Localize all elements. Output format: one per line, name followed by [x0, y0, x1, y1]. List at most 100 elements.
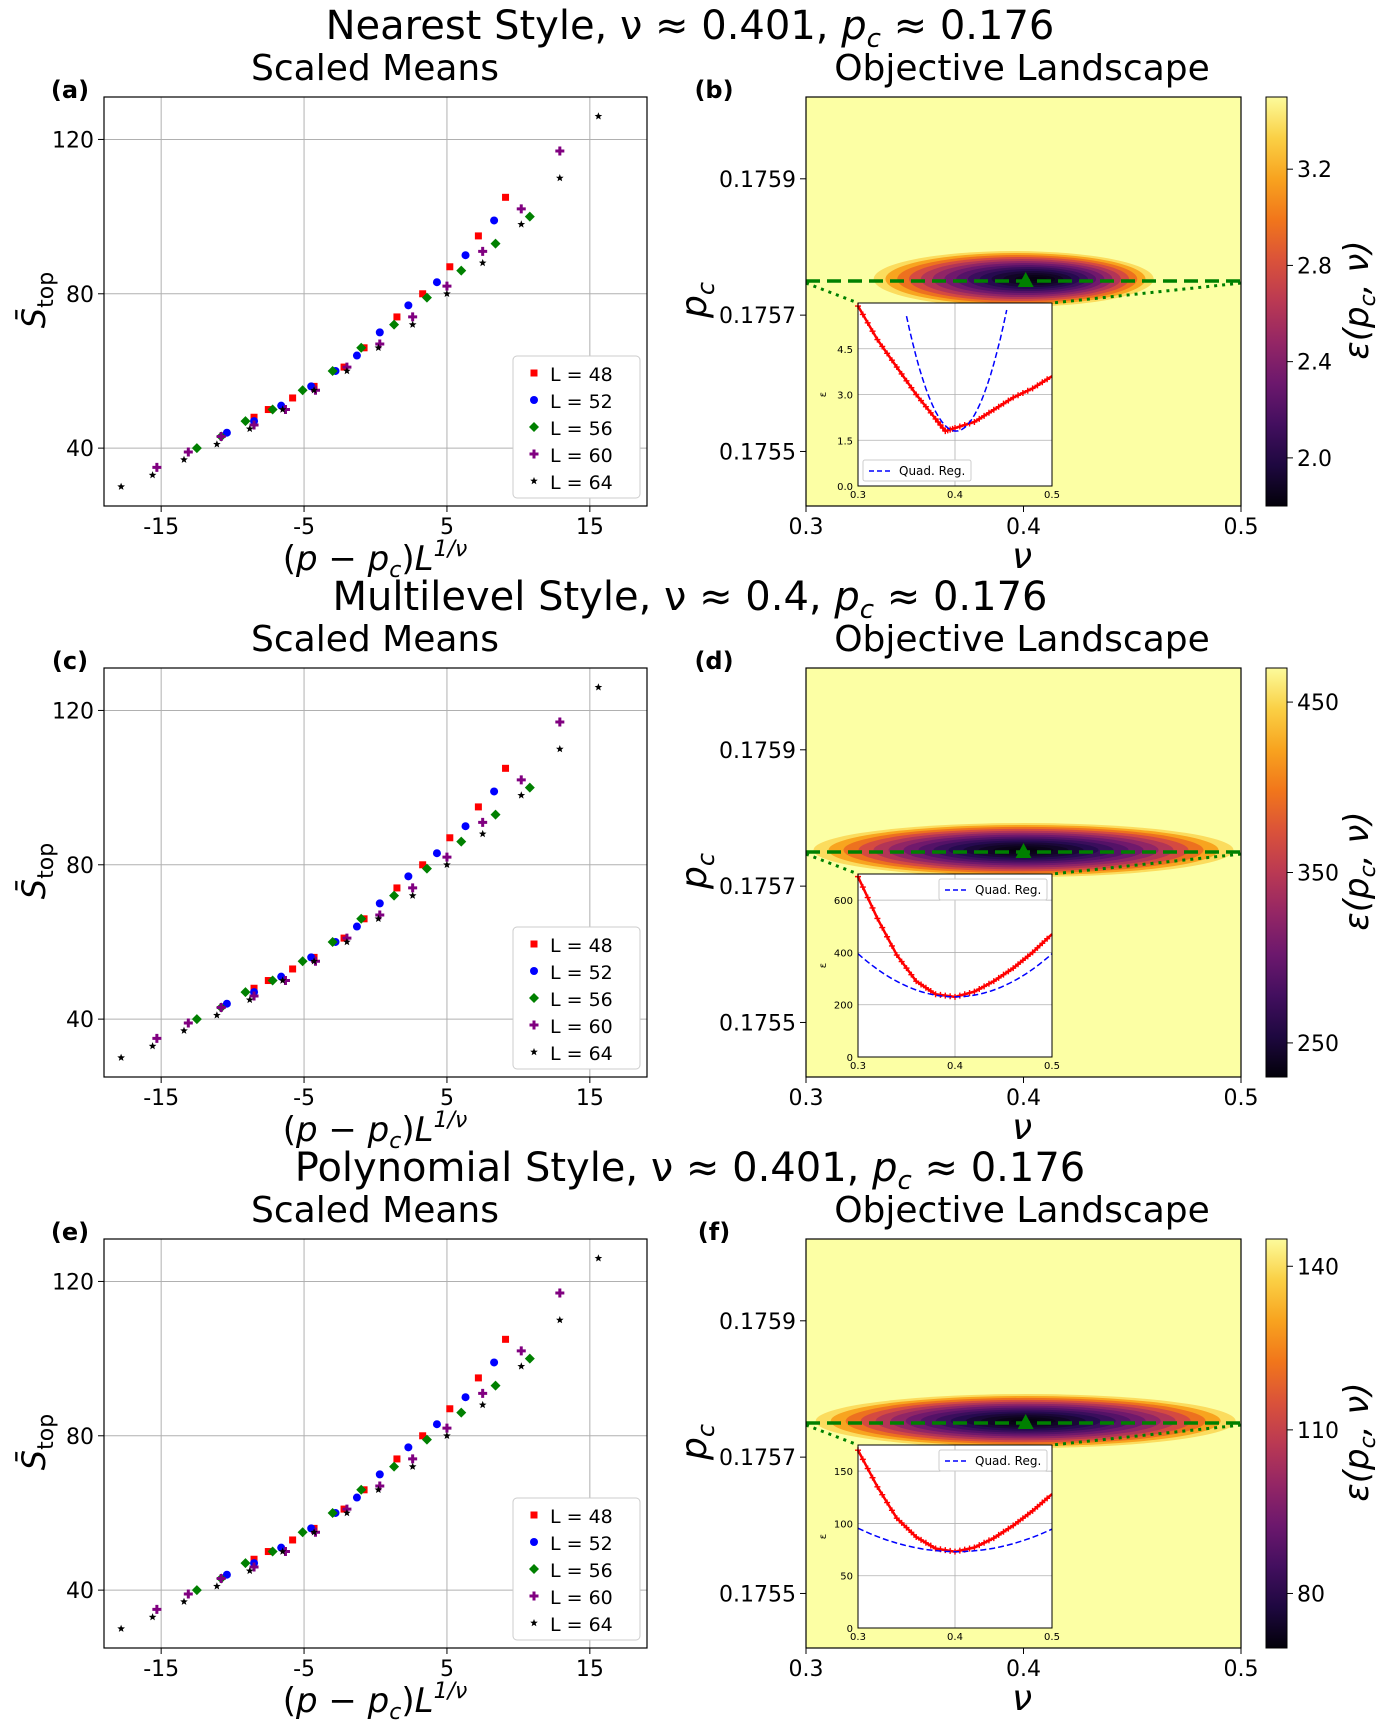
data-point	[245, 995, 254, 1004]
panel-title: Objective Landscape	[834, 48, 1210, 89]
inset-data-point	[884, 350, 891, 357]
data-point	[478, 246, 488, 256]
data-point	[408, 883, 418, 893]
inset-data-point	[1000, 1528, 1007, 1535]
data-point	[446, 263, 454, 271]
inset-data-point	[903, 1524, 910, 1531]
data-point	[432, 1420, 441, 1429]
series-l60	[152, 1288, 565, 1614]
row-suptitle: Multilevel Style, ν ≈ 0.4, pc ≈ 0.176	[333, 574, 1048, 625]
colorbar: 3.2 2.8 2.4 2.0 ε(pc, ν)	[1265, 96, 1381, 507]
y-axis-label: S̄top	[14, 843, 59, 899]
data-point	[478, 829, 487, 838]
data-point	[327, 365, 338, 376]
inset-data-point	[1015, 961, 1022, 968]
data-point	[461, 1393, 470, 1402]
data-point	[517, 1362, 526, 1370]
panel-label: (a)	[51, 76, 89, 104]
inset-data-point	[1039, 379, 1046, 386]
inset-data-point	[874, 1483, 881, 1490]
scatter-panel: (a) Scaled Means -15 -5 5 15 120 80 40 (p − pc)L1…	[14, 48, 648, 583]
inset-data-point	[956, 992, 963, 999]
inset-data-point	[893, 952, 900, 959]
inset-data-point	[913, 978, 920, 985]
data-point	[375, 328, 384, 337]
colorbar-label: ε(pc, ν)	[1337, 240, 1381, 359]
data-point	[524, 211, 535, 222]
data-point	[408, 891, 417, 899]
inset-data-point	[893, 364, 900, 371]
data-point	[530, 1511, 538, 1519]
colorbar: 450 350 250 ε(pc, ν)	[1265, 667, 1381, 1078]
data-point	[517, 791, 526, 799]
inset-data-point	[1029, 385, 1036, 392]
data-point	[374, 1485, 383, 1493]
inset-data-point	[1034, 1503, 1041, 1510]
inset-x-tick-label: 0.3	[850, 1061, 866, 1072]
inset-data-point	[1029, 949, 1036, 956]
data-point	[421, 292, 432, 303]
panel-label: (e)	[51, 1218, 89, 1246]
axes-frame	[103, 667, 648, 1078]
data-point	[461, 251, 470, 260]
data-point	[443, 1431, 451, 1439]
legend: L = 48 L = 52 L = 56 L = 60 L = 64	[512, 926, 641, 1070]
data-point	[594, 683, 603, 691]
colorbar-tick-label: 450	[1297, 691, 1339, 716]
x-tick-label: 15	[576, 1086, 604, 1111]
data-point	[297, 1527, 308, 1538]
legend-entry: L = 56	[550, 418, 613, 440]
inset-x-tick-label: 0.4	[947, 490, 963, 501]
data-point	[183, 1018, 193, 1028]
y-tick-label: 0.1759	[719, 168, 796, 193]
inset-data-point	[1039, 1499, 1046, 1506]
x-tick-label: 0.5	[1224, 515, 1259, 540]
data-point	[327, 936, 338, 947]
data-point	[352, 1493, 361, 1502]
series-l64	[117, 1254, 603, 1632]
data-point	[478, 258, 487, 267]
data-point	[594, 1254, 603, 1262]
inset-data-point	[859, 884, 866, 891]
inset-legend-entry: Quad. Reg.	[975, 1454, 1041, 1468]
legend-entry: L = 48	[550, 935, 613, 957]
inset-data-point	[939, 425, 946, 432]
data-point	[556, 745, 564, 753]
inset-data-point	[922, 403, 929, 410]
inset-data-point	[1024, 953, 1031, 960]
figure-row: Multilevel Style, ν ≈ 0.4, pc ≈ 0.176(c)…	[14, 574, 1381, 1154]
data-point	[389, 319, 400, 330]
x-tick-label: -5	[293, 1657, 315, 1682]
inset-y-tick-label: 150	[834, 1467, 853, 1478]
data-point	[183, 447, 193, 457]
data-point	[408, 1454, 418, 1464]
data-point	[530, 1048, 538, 1056]
data-point	[421, 1434, 432, 1445]
inset-data-point	[976, 415, 983, 422]
inset-y-label: ε	[818, 963, 829, 968]
y-tick-label: 0.1757	[719, 1446, 796, 1471]
inset-legend-entry: Quad. Reg.	[975, 883, 1041, 897]
inset-data-point	[874, 336, 881, 343]
y-tick-label: 40	[66, 1579, 94, 1604]
inset-data-point	[888, 1507, 895, 1514]
landscape-panel: (d) Objective Landscape 0.3 0.4 0.5 600 400 200…	[674, 619, 1259, 1148]
data-point	[352, 351, 361, 360]
zoom-connector	[805, 852, 859, 876]
data-point	[278, 976, 287, 984]
data-point	[556, 174, 564, 182]
inset-data-point	[1019, 957, 1026, 964]
data-point	[530, 967, 538, 975]
data-point	[389, 1461, 400, 1472]
x-tick-label: 0.5	[1224, 1657, 1259, 1682]
inset-data-point	[1015, 1518, 1022, 1525]
panel-label: (b)	[694, 76, 733, 104]
y-tick-label: 120	[52, 128, 94, 153]
inset-data-point	[932, 415, 939, 422]
legend-entry: L = 60	[550, 445, 613, 467]
data-point	[529, 1564, 539, 1574]
data-point	[530, 369, 538, 377]
inset-data-point	[1019, 389, 1026, 396]
inset-data-point	[995, 403, 1002, 410]
data-point	[191, 1585, 202, 1596]
